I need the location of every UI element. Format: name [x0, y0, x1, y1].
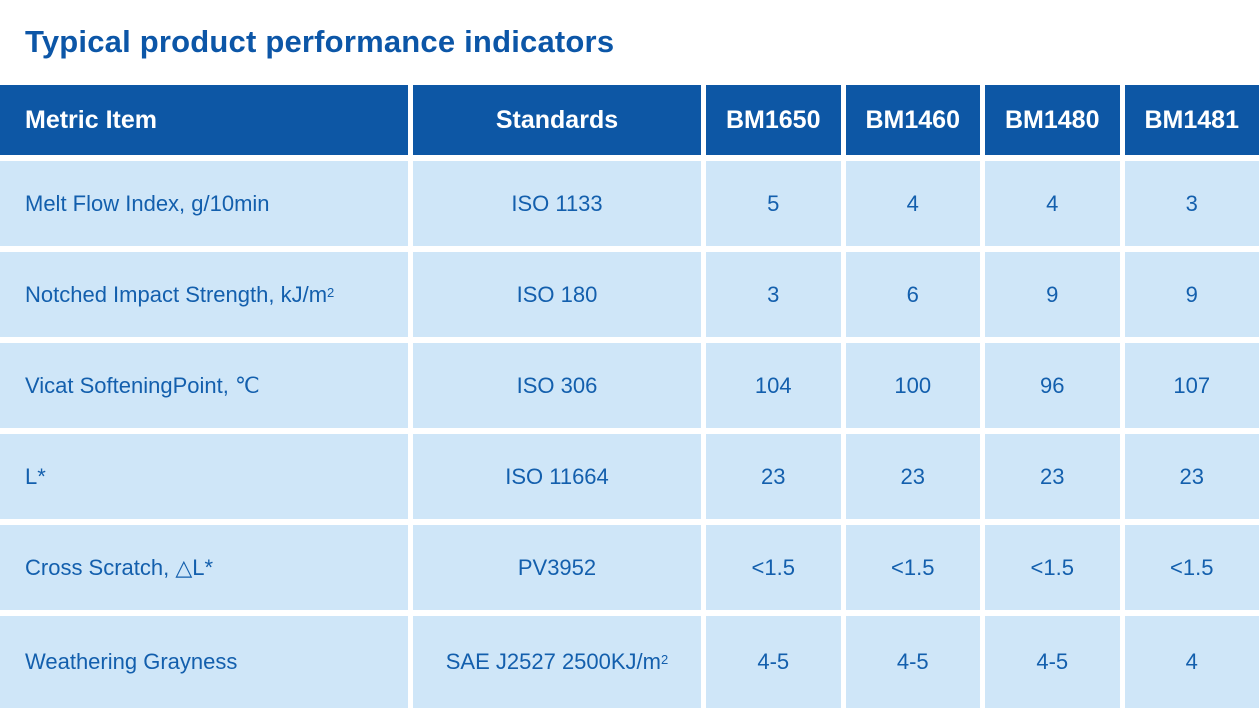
- standard-cell-row2: ISO 180: [413, 252, 701, 337]
- standard-cell-row1: ISO 1133: [413, 161, 701, 246]
- value-cell-row3-col4: 107: [1124, 343, 1259, 428]
- value-cell-row1-col4: 3: [1124, 161, 1259, 246]
- value-cell-row2-col4: 9: [1124, 252, 1259, 337]
- value-cell-row5-col3: <1.5: [985, 525, 1120, 610]
- value-cell-row5-col1: <1.5: [706, 525, 841, 610]
- metric-cell-row6: Weathering Grayness: [0, 616, 408, 708]
- standard-cell-row3: ISO 306: [413, 343, 701, 428]
- header-cell-bm1460: BM1460: [845, 85, 980, 155]
- value-cell-row4-col2: 23: [845, 434, 980, 519]
- header-cell-bm1480: BM1480: [985, 85, 1120, 155]
- value-cell-row4-col3: 23: [985, 434, 1120, 519]
- value-cell-row4-col4: 23: [1124, 434, 1259, 519]
- header-cell-bm1481: BM1481: [1124, 85, 1259, 155]
- metric-cell-row5: Cross Scratch, △L*: [0, 525, 408, 610]
- metric-cell-row2: Notched Impact Strength, kJ/m 2: [0, 252, 408, 337]
- value-cell-row5-col2: <1.5: [845, 525, 980, 610]
- value-cell-row3-col2: 100: [845, 343, 980, 428]
- value-cell-row5-col4: <1.5: [1124, 525, 1259, 610]
- value-cell-row6-col2: 4-5: [845, 616, 980, 708]
- header-cell-bm1650: BM1650: [706, 85, 841, 155]
- value-cell-row6-col4: 4: [1124, 616, 1259, 708]
- performance-table: Metric Item Standards BM1650 BM1460 BM14…: [0, 85, 1259, 708]
- value-cell-row2-col3: 9: [985, 252, 1120, 337]
- header-cell-metric-item: Metric Item: [0, 85, 408, 155]
- value-cell-row1-col1: 5: [706, 161, 841, 246]
- metric-cell-row4: L*: [0, 434, 408, 519]
- value-cell-row6-col1: 4-5: [706, 616, 841, 708]
- value-cell-row4-col1: 23: [706, 434, 841, 519]
- value-cell-row6-col3: 4-5: [985, 616, 1120, 708]
- value-cell-row2-col2: 6: [845, 252, 980, 337]
- value-cell-row3-col3: 96: [985, 343, 1120, 428]
- value-cell-row2-col1: 3: [706, 252, 841, 337]
- standard-cell-row6: SAE J2527 2500KJ/m 2: [413, 616, 701, 708]
- value-cell-row1-col2: 4: [845, 161, 980, 246]
- page-title: Typical product performance indicators: [25, 24, 615, 59]
- metric-cell-row1: Melt Flow Index, g/10min: [0, 161, 408, 246]
- value-cell-row1-col3: 4: [985, 161, 1120, 246]
- header-cell-standards: Standards: [413, 85, 701, 155]
- standard-cell-row4: ISO 11664: [413, 434, 701, 519]
- standard-cell-row5: PV3952: [413, 525, 701, 610]
- value-cell-row3-col1: 104: [706, 343, 841, 428]
- metric-cell-row3: Vicat SofteningPoint, ℃: [0, 343, 408, 428]
